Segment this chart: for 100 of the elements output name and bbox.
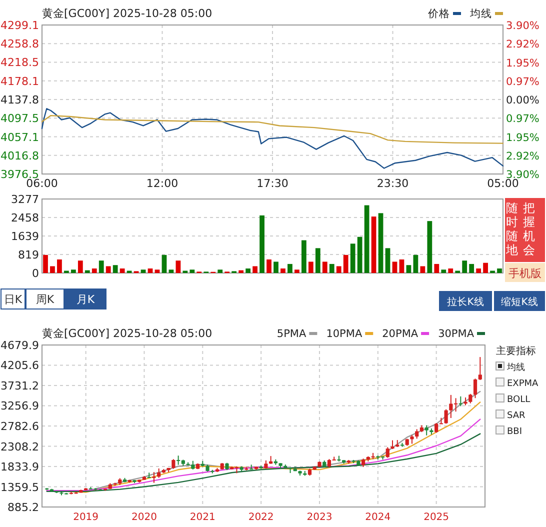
bar (427, 221, 432, 273)
text: BOLL (507, 395, 530, 405)
bar (413, 254, 418, 273)
y-tick-label: 4097.5 (0, 112, 39, 126)
bar (350, 244, 356, 273)
y-tick-label: 4205.6 (0, 359, 39, 372)
bar (441, 270, 446, 273)
x-tick-label: 23:30 (376, 177, 409, 190)
legend-label: 20PMA (382, 328, 419, 340)
y-tick-label: 819 (18, 248, 39, 262)
bar (140, 270, 146, 273)
bar (364, 205, 370, 273)
bar (483, 262, 488, 273)
text: 缩短K线 (501, 296, 538, 308)
bar (92, 268, 97, 273)
bar (218, 270, 223, 273)
y-tick-label: 4299.1 (0, 19, 39, 32)
bar (162, 254, 167, 273)
y2-tick-label: 1.95% (506, 132, 540, 144)
text: 手机版 (508, 267, 542, 280)
text: 月K (76, 293, 96, 306)
y-tick-label: 4016.8 (0, 149, 39, 162)
y-tick-label: 4258.8 (0, 38, 39, 51)
bar (252, 266, 258, 273)
legend-label: 价格 (427, 8, 450, 20)
bar (176, 260, 181, 273)
bar (70, 270, 76, 273)
bar (308, 262, 314, 273)
bar (78, 260, 83, 273)
text: 日K (4, 293, 23, 306)
bar (120, 268, 125, 273)
bar (106, 266, 111, 273)
y2-tick-label: 1.95% (506, 57, 540, 70)
bar (420, 266, 426, 273)
y-tick-label: 4218.5 (0, 56, 39, 70)
y-tick-label: 3731.2 (0, 380, 39, 392)
y-tick-label: 1359.5 (0, 480, 39, 494)
y2-tick-label: 0.00% (506, 94, 540, 106)
bar (238, 270, 244, 273)
bar (266, 259, 272, 273)
legend-label: 30PMA (438, 328, 475, 340)
bar (343, 254, 348, 273)
y-tick-label: 4057.1 (0, 130, 39, 144)
bar (288, 264, 292, 273)
bar (98, 260, 104, 273)
bar (190, 270, 195, 273)
text: 周K (36, 293, 55, 306)
bar (385, 248, 390, 273)
bar (336, 266, 342, 273)
bar (329, 264, 334, 273)
bar (476, 268, 481, 273)
bar (168, 270, 174, 273)
x-tick-label: 12:00 (146, 177, 178, 190)
legend-label: 10PMA (326, 328, 363, 340)
y-tick-label: 0 (32, 267, 39, 280)
bar (154, 270, 160, 273)
text: 拉长K线 (447, 296, 484, 308)
bar (112, 265, 118, 273)
bar (57, 259, 62, 273)
chart-title: 黄金[GC00Y] 2025-10-28 05:00 (42, 327, 212, 340)
bar (260, 215, 264, 273)
bar (50, 266, 55, 273)
x-tick-label: 06:00 (26, 177, 58, 190)
bar (462, 260, 468, 273)
bar (371, 216, 376, 273)
text: EXPMA (507, 379, 540, 389)
y-tick-label: 4178.1 (0, 74, 39, 88)
chart-title: 黄金[GC00Y] 2025-10-28 05:00 (42, 7, 212, 20)
bar (497, 268, 502, 273)
y-tick-label: 2782.6 (0, 420, 39, 433)
legend-label: 均线 (469, 7, 492, 20)
bar (392, 262, 398, 273)
y-tick-label: 4137.8 (0, 94, 39, 106)
bar (357, 236, 362, 273)
bar (406, 265, 412, 273)
y-tick-label: 3256.9 (0, 400, 39, 413)
y2-tick-label: 2.92% (506, 38, 540, 51)
text: 均线 (506, 362, 525, 373)
line-series (46, 418, 481, 492)
line-series (41, 108, 504, 169)
y-tick-label: 1639 (11, 230, 39, 243)
y-tick-label: 885.2 (8, 501, 39, 514)
x-tick-label: 2025 (424, 512, 450, 523)
text: 随时随地 (505, 201, 518, 257)
bar (246, 268, 250, 273)
bar (148, 268, 153, 273)
text: BBI (507, 427, 522, 437)
x-tick-label: 2019 (73, 512, 99, 523)
bar (378, 213, 384, 273)
text: SAR (507, 411, 526, 421)
bar (448, 268, 454, 273)
text: 把握机会 (523, 201, 535, 257)
y-tick-label: 2458 (11, 211, 39, 224)
y2-tick-label: 2.92% (506, 150, 540, 162)
bar (280, 268, 286, 273)
y2-tick-label: 0.97% (506, 113, 540, 126)
bar (294, 270, 300, 273)
x-tick-label: 2024 (365, 512, 391, 523)
y-tick-label: 1833.9 (0, 460, 39, 474)
legend-label: 5PMA (276, 328, 307, 340)
